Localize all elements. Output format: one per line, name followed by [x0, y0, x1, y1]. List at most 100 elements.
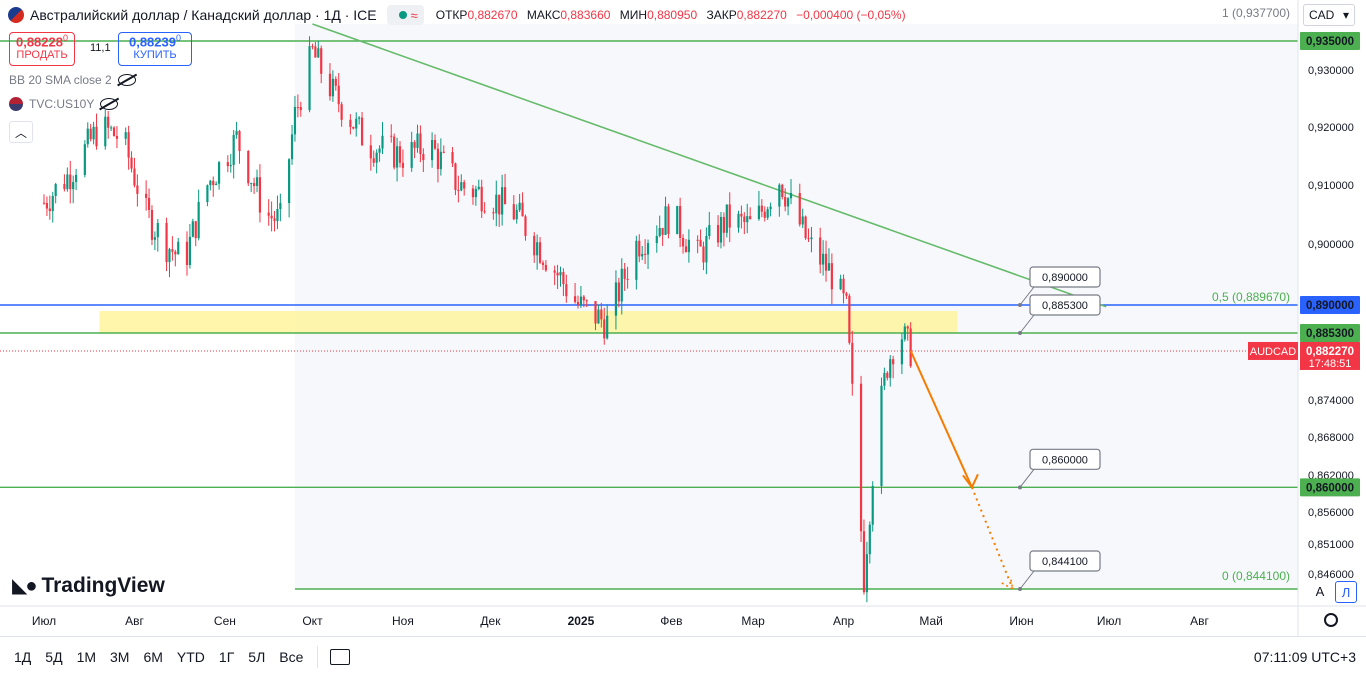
level-tag-3: [1300, 478, 1360, 497]
candle-body: [822, 253, 825, 265]
ohlc-close-value: 0,882270: [736, 8, 787, 22]
indicator-us10y[interactable]: TVC:US10Y: [9, 97, 119, 111]
current-price-tag: [1300, 341, 1360, 370]
eye-crossed-icon[interactable]: [100, 98, 119, 110]
candle-body: [538, 242, 542, 263]
x-tick-label-4: Ноя: [392, 614, 414, 628]
calendar-range-icon[interactable]: [330, 649, 351, 665]
candle-body: [69, 174, 72, 190]
timeframe-1d[interactable]: 1Д: [14, 649, 32, 665]
candle-body: [124, 132, 127, 139]
candle-body: [74, 174, 78, 182]
market-status-badge[interactable]: ≈: [386, 5, 424, 25]
x-tick-label-6: 2025: [568, 614, 595, 628]
candle-body: [188, 236, 192, 266]
timeframe-3m[interactable]: 3М: [110, 649, 130, 665]
candle-body: [757, 205, 761, 220]
candle-body: [900, 339, 904, 365]
candle-body: [104, 116, 107, 147]
callout-leader-0: [1019, 286, 1035, 306]
market-open-dot-icon: [398, 11, 407, 19]
x-tick-label-12: Июл: [1097, 614, 1121, 628]
candle-body: [215, 183, 218, 186]
log-scale-button[interactable]: Л: [1335, 581, 1357, 603]
candle-body: [238, 131, 241, 152]
callout-box-3: [1029, 550, 1101, 572]
candle-body: [766, 209, 769, 218]
timeframe-6m[interactable]: 6М: [143, 649, 163, 665]
candle-body: [54, 184, 57, 197]
collapse-legend-button[interactable]: ︿: [9, 121, 33, 143]
candle-body: [716, 225, 720, 243]
buy-label: КУПИТЬ: [133, 49, 177, 62]
gear-icon[interactable]: [1324, 613, 1338, 627]
timeframe-ytd[interactable]: YTD: [176, 649, 205, 665]
buy-button[interactable]: 0,882390 КУПИТЬ: [118, 32, 192, 66]
candle-body: [498, 194, 501, 215]
x-tick-label-11: Июн: [1009, 614, 1033, 628]
y-tick-label-2: 0,910000: [1308, 180, 1354, 192]
candle-body: [573, 296, 577, 303]
eye-crossed-icon[interactable]: [117, 74, 136, 86]
symbol-title[interactable]: Австралийский доллар / Канадский доллар …: [30, 7, 377, 23]
candle-body: [206, 185, 209, 203]
timeframe-all[interactable]: Все: [279, 649, 304, 665]
candle-body: [644, 253, 647, 255]
candle-body: [786, 198, 790, 207]
projection-dotted: [971, 486, 1014, 590]
sell-label: ПРОДАТЬ: [16, 49, 68, 62]
candle-body: [369, 145, 372, 159]
candle-body: [273, 218, 276, 222]
timeframe-1m[interactable]: 1М: [76, 649, 97, 665]
callout-leader-3: [1019, 570, 1035, 590]
ohlc-change: −0,000400 (−0,05%): [796, 8, 906, 22]
x-tick-label-1: Авг: [125, 614, 144, 628]
candle-body: [620, 268, 623, 302]
clock[interactable]: 07:11:09 UTC+3: [1253, 649, 1356, 665]
candle-body: [702, 246, 705, 263]
candle-body: [92, 126, 95, 140]
timeframe-5d[interactable]: 5Д: [45, 649, 63, 665]
candle-body: [454, 163, 457, 190]
candle-body: [460, 182, 463, 191]
timeframe-1y[interactable]: 1Г: [218, 649, 235, 665]
candle-body: [533, 235, 536, 256]
currency-value: CAD: [1309, 8, 1335, 22]
candle-body: [165, 222, 168, 263]
candle-body: [258, 177, 262, 213]
candle-body: [687, 239, 690, 253]
price-chart[interactable]: 0,890000 0,885300 0,860000 0,844100 0,5 (0,8…: [0, 0, 1366, 636]
y-tick-label-3: 0,900000: [1308, 239, 1354, 251]
trendline: [312, 23, 1107, 308]
currency-select[interactable]: CAD ▾: [1303, 4, 1355, 26]
symbol-tag: [1248, 341, 1298, 360]
candle-body: [565, 284, 568, 297]
candle-body: [661, 228, 664, 235]
candle-body: [556, 272, 559, 276]
timeframe-5y[interactable]: 5Л: [248, 649, 266, 665]
support-zone: [99, 310, 958, 333]
y-tick-label-7: 0,856000: [1308, 507, 1354, 519]
candle-body: [827, 263, 831, 271]
ohlc-open-value: 0,882670: [467, 8, 518, 22]
bottom-toolbar: 1Д 5Д 1М 3М 6М YTD 1Г 5Л Все 07:11:09 UT…: [0, 636, 1366, 677]
candle-body: [293, 107, 297, 135]
candle-body: [559, 272, 562, 276]
indicator-bb[interactable]: BB 20 SMA close 2: [9, 73, 136, 87]
callout-box-0: [1029, 266, 1101, 288]
candle-body: [719, 216, 723, 243]
candle-body: [235, 131, 238, 135]
candle-body: [457, 189, 460, 191]
sell-button[interactable]: 0,882280 ПРОДАТЬ: [9, 32, 75, 66]
candle-body: [810, 237, 813, 240]
symbol-tag-label: AUDCAD: [1250, 346, 1297, 358]
candle-body: [422, 153, 425, 161]
auto-scale-button[interactable]: A: [1315, 583, 1325, 599]
candle-body: [296, 107, 299, 109]
tradingview-logo: ◣● TradingView: [12, 573, 165, 598]
chevron-down-icon: ▾: [1342, 8, 1349, 22]
candle-body: [115, 135, 119, 139]
candle-body: [743, 216, 746, 223]
sell-price-sup: 0: [62, 33, 68, 43]
candle-body: [89, 128, 92, 140]
